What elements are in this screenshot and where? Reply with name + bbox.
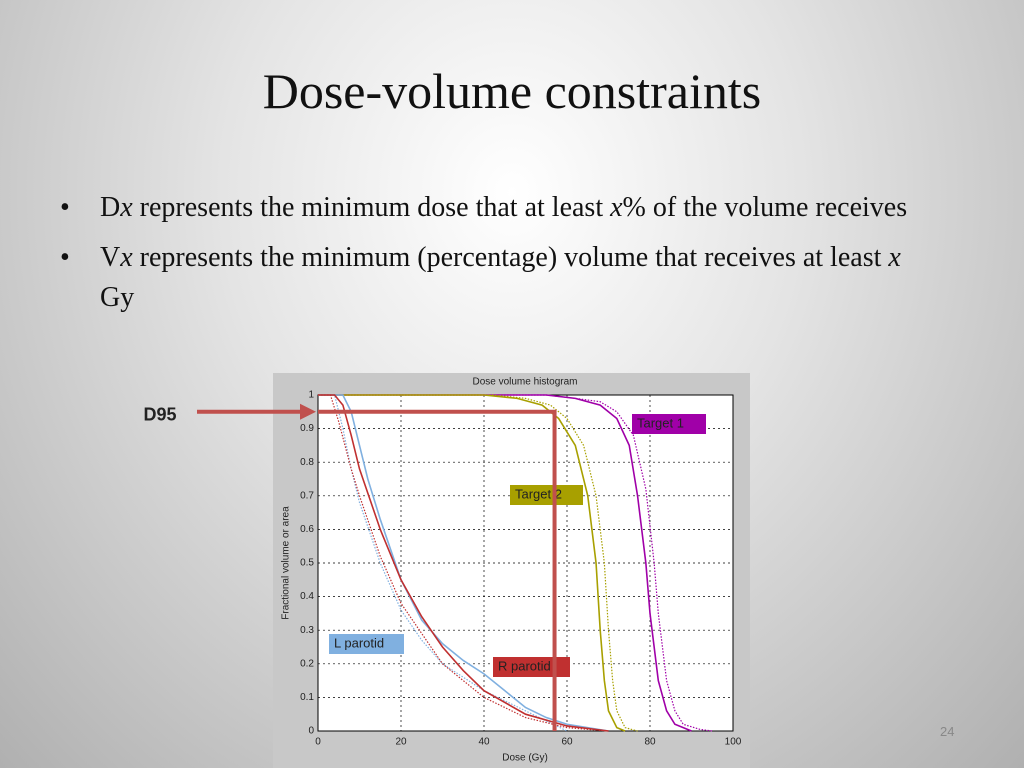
x-tick-label: 0 <box>315 737 321 748</box>
x-axis-label: Dose (Gy) <box>502 753 548 764</box>
y-tick-label: 0.9 <box>300 423 314 434</box>
bullet-text: represents the minimum (percentage) volu… <box>132 242 889 273</box>
legend-box <box>493 657 570 677</box>
annotation-arrowhead <box>300 403 316 420</box>
dvh-curve <box>318 394 638 732</box>
bullet-text: x <box>120 242 133 273</box>
dvh-curve <box>318 394 713 732</box>
dvh-curve <box>318 394 692 732</box>
y-axis-label: Fractional volume or area <box>281 506 292 620</box>
y-tick-label: 0.6 <box>300 524 314 535</box>
dvh-curve <box>318 394 609 732</box>
legend-box <box>329 634 404 654</box>
y-tick-label: 0.7 <box>300 490 314 501</box>
legend-box <box>510 485 583 505</box>
y-tick-label: 0.5 <box>300 558 314 569</box>
bullet: Vx represents the minimum (percentage) v… <box>60 238 910 318</box>
bullet-text: D <box>100 192 121 223</box>
annotation-label: D95 <box>143 405 176 425</box>
bullet-list: Dx represents the minimum dose that at l… <box>60 188 910 328</box>
plot-area <box>317 394 734 732</box>
x-tick-label: 20 <box>395 737 407 748</box>
bullet-text: V <box>100 242 121 273</box>
legend-label: L parotid <box>334 635 384 650</box>
chart-title: Dose volume histogram <box>472 377 577 388</box>
x-tick-label: 40 <box>478 737 490 748</box>
legend-label: Target 2 <box>515 486 562 501</box>
y-tick-label: 0.3 <box>300 625 314 636</box>
dvh-curve <box>318 394 626 732</box>
x-tick-label: 80 <box>644 737 656 748</box>
y-tick-label: 0.2 <box>300 658 314 669</box>
y-tick-label: 0 <box>308 726 314 737</box>
bullet: Dx represents the minimum dose that at l… <box>60 188 910 228</box>
legend-box <box>632 414 706 434</box>
slide-title: Dose-volume constraints <box>262 63 762 119</box>
y-tick-label: 0.8 <box>300 457 314 468</box>
legend-label: Target 1 <box>637 415 684 430</box>
bullet-text: % of the volume receives <box>622 192 908 223</box>
x-tick-label: 100 <box>725 737 742 748</box>
y-tick-label: 0.1 <box>300 692 314 703</box>
bullet-text: x <box>888 242 901 273</box>
bullet-text: represents the minimum dose that at leas… <box>132 192 611 223</box>
bullet-text: x <box>120 192 133 223</box>
slide-number: 24 <box>940 724 955 739</box>
bullet-text: x <box>610 192 623 223</box>
x-tick-label: 60 <box>561 737 573 748</box>
bullet-text: Gy <box>100 282 135 313</box>
y-tick-label: 0.4 <box>300 591 314 602</box>
dvh-curve <box>318 394 568 732</box>
y-tick-label: 1 <box>308 390 314 401</box>
legend-label: R parotid <box>498 658 551 673</box>
